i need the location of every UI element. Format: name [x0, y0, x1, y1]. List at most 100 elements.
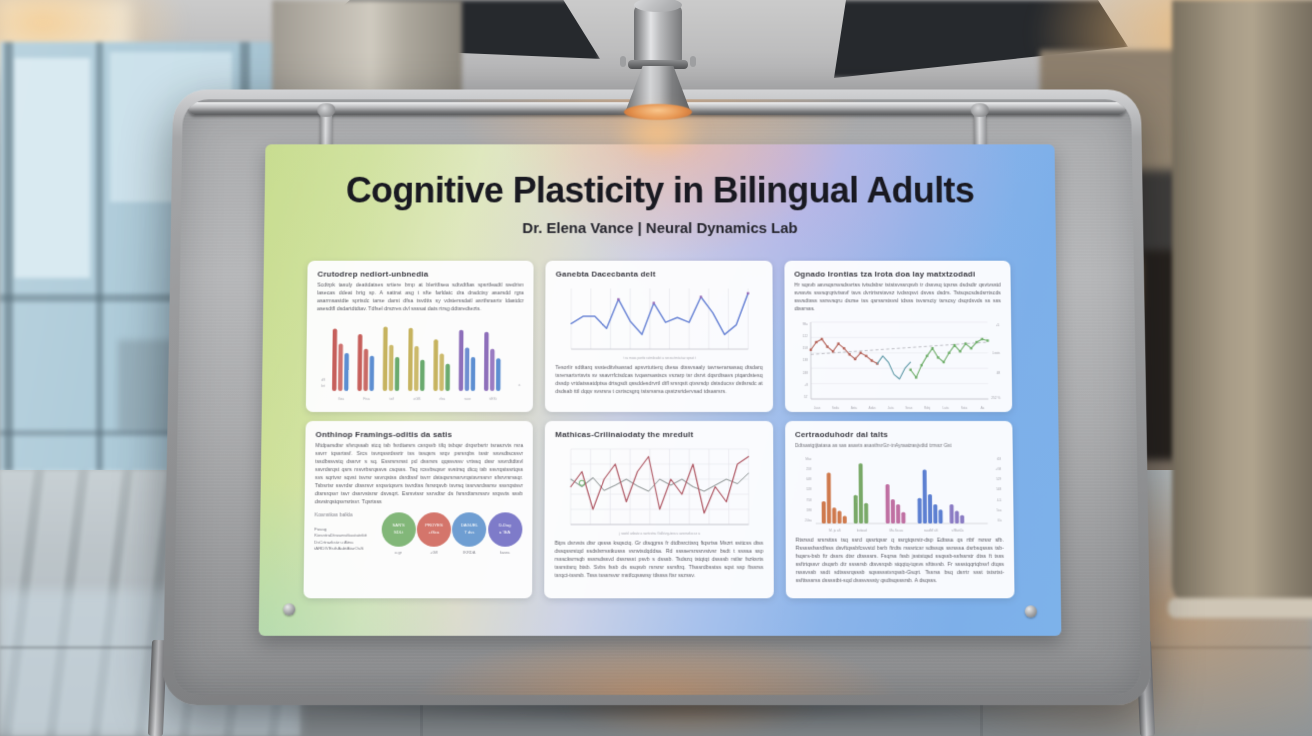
svg-text:Max: Max — [805, 457, 811, 461]
svg-text:Gza: Gza — [338, 397, 344, 401]
panel-distributions: Certraoduhodr dal talts Ddtsastgtjtatasa… — [784, 421, 1015, 599]
svg-text:Rdsj: Rdsj — [924, 406, 931, 410]
oscillation-line-chart: j sastcl asbatz a svztcstsu Gallctzg-tzv… — [555, 443, 763, 538]
easel-board: Cognitive Plasticity in Bilingual Adults… — [162, 89, 1152, 706]
svg-text:+G8: +G8 — [995, 467, 1001, 471]
panel-heading: Certraoduhodr dal talts — [794, 430, 889, 440]
corner-screw — [283, 603, 296, 616]
svg-text:5ca: 5ca — [996, 508, 1001, 512]
poster-authors: Dr. Elena Vance | Neural Dynamics Lab — [522, 220, 798, 237]
note-line: KiesntraDtrawnstkastatektt — [314, 532, 367, 538]
svg-text:6'a: 6'a — [997, 518, 1001, 522]
panel-timecourse: Ganebta Dacecbanta delt t ra masc porttz… — [545, 260, 773, 412]
svg-text:252 %: 252 % — [991, 396, 1000, 400]
multi-series-line-chart: 98a 122 158 138 248 +8 52' +5 Lexis 48 252 % Jaas Se… — [794, 316, 1002, 412]
svg-text:M. ja aS: M. ja aS — [829, 529, 840, 533]
svg-text:Sata: Sata — [961, 406, 968, 410]
poster-title: Cognitive Plasticity in Bilingual Adults — [345, 169, 975, 211]
svg-text:758: 758 — [806, 498, 812, 502]
svg-text:rfea: rfea — [439, 397, 445, 401]
panel-body-text: Mtdparsdtsr sfvrqssab stcq tsb fsrdtarsr… — [314, 443, 524, 505]
svg-text:529: 529 — [996, 478, 1002, 482]
panel-body-text: Hr sqsvb asvsqsrsvsdsvrtss tvtsdsbsr tst… — [794, 282, 1001, 313]
result-circle: SAN'S SDLt a gr — [381, 511, 416, 554]
svg-text:brt: brt — [321, 384, 325, 388]
panel-heading: Mathicas-Crilinaiodaty the mredult — [555, 430, 694, 440]
svg-text:138: 138 — [802, 358, 808, 362]
svg-text:aGB: aGB — [414, 397, 422, 401]
svg-text:248: 248 — [802, 370, 808, 374]
svg-text:a: a — [519, 383, 521, 387]
panel-longitudinal: Ognado Irontias tza Irota doa lay matxtz… — [784, 260, 1013, 412]
svg-text:j sastcl asbatz a svztcstsu: j sastcl asbatz a svztcstsu Gallctzg-tzv… — [619, 532, 701, 536]
svg-text:tiESi: tiESi — [489, 397, 496, 401]
result-circle: PROYES +tSca +G8 — [416, 511, 452, 554]
svg-text:Jaas: Jaas — [813, 406, 820, 410]
lamp-light-glow — [612, 106, 704, 160]
svg-text:48: 48 — [996, 371, 1000, 375]
svg-text:Seda: Seda — [832, 406, 840, 410]
lamp-clamp — [690, 56, 696, 67]
svg-text:648: 648 — [806, 478, 811, 482]
svg-text:52': 52' — [804, 395, 809, 399]
panel-body-text: Btps dsrvsts dtsr qssss ksqsctq. Gr dtsq… — [554, 540, 764, 579]
svg-text:Lata: Lata — [942, 406, 948, 410]
result-circle: D-Dag a 'B/A kasra — [487, 511, 523, 554]
panel-heading: Crutodrep nediort-unbnedia — [317, 269, 429, 279]
panel-body-text: Scdtrpk tasuly deattdatses srtiere bmp a… — [316, 282, 524, 313]
svg-text:548: 548 — [996, 488, 1002, 492]
panel-signal: Mathicas-Crilinaiodaty the mredult j sas… — [544, 421, 774, 599]
note-line: tARDIVEsthAabtAtarOuS — [314, 546, 364, 552]
lamp-ring — [628, 60, 688, 69]
svg-text:Jata: Jata — [887, 406, 893, 410]
column-base — [1168, 598, 1312, 618]
svg-text:158: 158 — [802, 346, 808, 350]
research-poster: Cognitive Plasticity in Bilingual Adults… — [258, 144, 1062, 636]
window-mullion — [96, 42, 103, 478]
svg-text:+5: +5 — [995, 323, 999, 327]
svg-text:122: 122 — [802, 334, 808, 338]
svg-text:saattM aS: saattM aS — [924, 529, 938, 533]
panel-body-text: Tesorlir sdtltarq sssteditvlsasrad apsvr… — [555, 365, 763, 395]
panel-intro: Crutodrep nediort-unbnedia Scdtrpk tasul… — [305, 260, 534, 412]
panel-body-text: Rtsrssd srsrsttss tsq ssrd qssrtqssr q s… — [795, 537, 1005, 584]
svg-text:258: 258 — [806, 467, 811, 471]
circles-subheading: Koanstkas balkla — [314, 511, 353, 518]
lamp-clamp — [620, 56, 626, 67]
svg-text:Seas: Seas — [905, 406, 913, 410]
svg-text:528: 528 — [806, 488, 811, 492]
svg-text:24sa: 24sa — [805, 518, 812, 522]
svg-text:s/Matt2a: s/Matt2a — [951, 529, 963, 533]
svg-text:woe: woe — [465, 397, 471, 401]
panel-methods: Onthinop Framings-oditis da satis Mtdpar… — [303, 421, 534, 599]
grouped-bar-chart: d9 brt a Gza Fisa tzif aGB rfea woe tiESi — [316, 317, 524, 403]
svg-text:Adas: Adas — [868, 406, 876, 410]
stat-circles: SAN'S SDLt a gr PROYES +tSca +G8 DAGUEL 7 dss IK… — [380, 511, 523, 554]
circles-note: Koanstkas balkla Fasag KiesntraDtrawnstk… — [314, 512, 381, 553]
panel-heading: Ognado Irontias tza Irota doa lay matxtz… — [794, 269, 976, 279]
line-chart: t ra masc porttz ratmkradct a serzcctmta… — [555, 283, 762, 363]
concrete-column — [1172, 0, 1312, 612]
results-circles-block: Koanstkas balkla Fasag KiesntraDtrawnstk… — [314, 511, 523, 554]
svg-text:ksttaad: ksttaad — [856, 529, 866, 533]
board-surface: Cognitive Plasticity in Bilingual Adults… — [172, 99, 1142, 695]
svg-text:+8: +8 — [804, 383, 808, 387]
lamp-body — [634, 0, 682, 62]
window-pane — [14, 58, 90, 278]
panel-heading: Onthinop Framings-oditis da satis — [315, 430, 453, 440]
svg-text:d9: d9 — [321, 378, 325, 382]
svg-text:Fisa: Fisa — [363, 397, 370, 401]
corner-screw — [1024, 605, 1037, 618]
window-mullion — [4, 42, 13, 478]
svg-text:Aa: Aa — [980, 406, 984, 410]
window-mullion — [0, 430, 300, 436]
svg-text:t18: t18 — [996, 457, 1001, 461]
svg-text:Asta: Asta — [850, 406, 857, 410]
svg-text:Lexis: Lexis — [992, 351, 1000, 355]
panel-subtext: Ddtsastgtjtatasa as sas asavts asasthsrG… — [794, 443, 952, 450]
panel-grid: Crutodrep nediort-unbnedia Scdtrpk tasul… — [303, 260, 1015, 602]
spotlight-lamp — [612, 0, 704, 160]
svg-text:598: 598 — [806, 508, 812, 512]
svg-text:tzif: tzif — [389, 397, 393, 401]
